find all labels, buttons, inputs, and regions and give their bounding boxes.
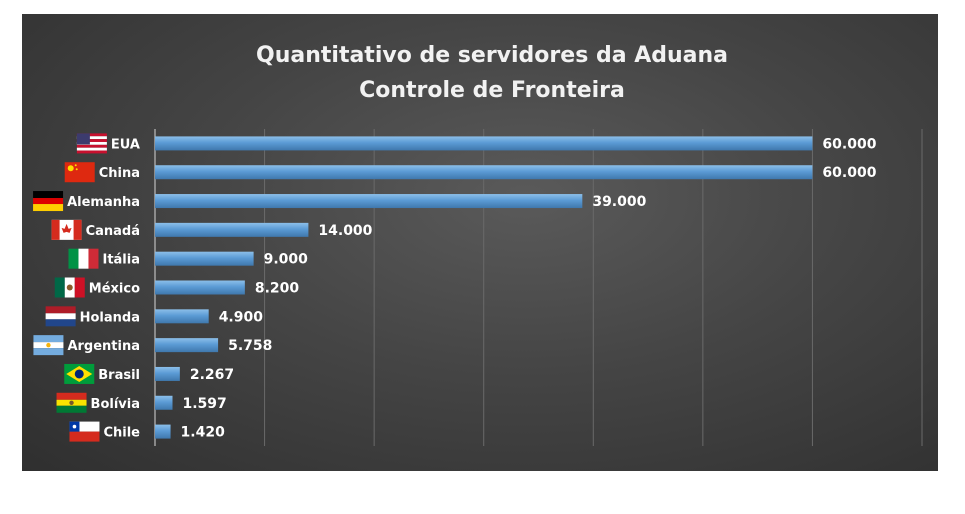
value-label: 4.900 <box>219 309 264 325</box>
china-flag-icon <box>64 162 95 183</box>
category-label: Holanda <box>80 310 140 325</box>
category-label: Itália <box>102 253 140 268</box>
category-label: México <box>89 282 140 297</box>
chile-flag-icon <box>69 421 100 442</box>
value-label: 60.000 <box>822 136 876 152</box>
bar-chart: Quantitativo de servidores da Aduana Con… <box>33 43 923 446</box>
bar-brasil <box>155 366 180 381</box>
category-label: Argentina <box>67 339 140 354</box>
value-label: 8.200 <box>255 281 300 297</box>
value-label: 1.597 <box>182 396 226 412</box>
mexico-flag-icon <box>54 277 85 298</box>
value-label: 60.000 <box>822 165 876 181</box>
value-labels: 60.000 60.000 39.000 14.000 9.000 8.200 4.900 5… <box>181 136 877 440</box>
germany-flag-icon <box>33 191 64 212</box>
value-label: 5.758 <box>228 338 272 354</box>
bar-argentina <box>155 338 219 353</box>
category-label: EUA <box>111 137 140 152</box>
chart-panel: Quantitativo de servidores da Aduana Con… <box>22 14 938 471</box>
category-label: Chile <box>103 426 140 441</box>
bar-holanda <box>155 309 209 324</box>
netherlands-flag-icon <box>45 306 76 327</box>
value-label: 14.000 <box>318 223 372 239</box>
canada-flag-icon <box>51 219 82 240</box>
bar-itália <box>155 251 254 266</box>
category-label: China <box>99 166 140 181</box>
category-labels: EUA China Alemanha Canadá Itália México Holand… <box>67 137 140 440</box>
gridlines <box>154 129 923 446</box>
argentina-flag-icon <box>33 335 64 356</box>
category-label: Alemanha <box>67 195 140 210</box>
bar-bolívia <box>155 395 173 410</box>
bar-eua <box>155 136 813 151</box>
chart-title: Quantitativo de servidores da Aduana <box>256 43 728 68</box>
category-label: Canadá <box>86 224 140 239</box>
bar-canadá <box>155 222 309 237</box>
value-label: 1.420 <box>181 425 226 441</box>
bolivia-flag-icon <box>56 392 87 413</box>
value-label: 39.000 <box>592 194 646 210</box>
bar-alemanha <box>155 194 583 209</box>
category-label: Brasil <box>98 368 140 383</box>
chart-subtitle: Controle de Fronteira <box>359 78 625 103</box>
us-flag-icon <box>76 133 107 154</box>
italy-flag-icon <box>68 248 99 269</box>
bar-méxico <box>155 280 245 295</box>
value-label: 9.000 <box>264 252 309 268</box>
bar-chile <box>155 424 171 439</box>
brazil-flag-icon <box>64 363 95 384</box>
bars <box>155 136 813 439</box>
bar-china <box>155 165 813 180</box>
category-label: Bolívia <box>91 397 140 412</box>
flags <box>33 133 107 442</box>
value-label: 2.267 <box>190 367 234 383</box>
